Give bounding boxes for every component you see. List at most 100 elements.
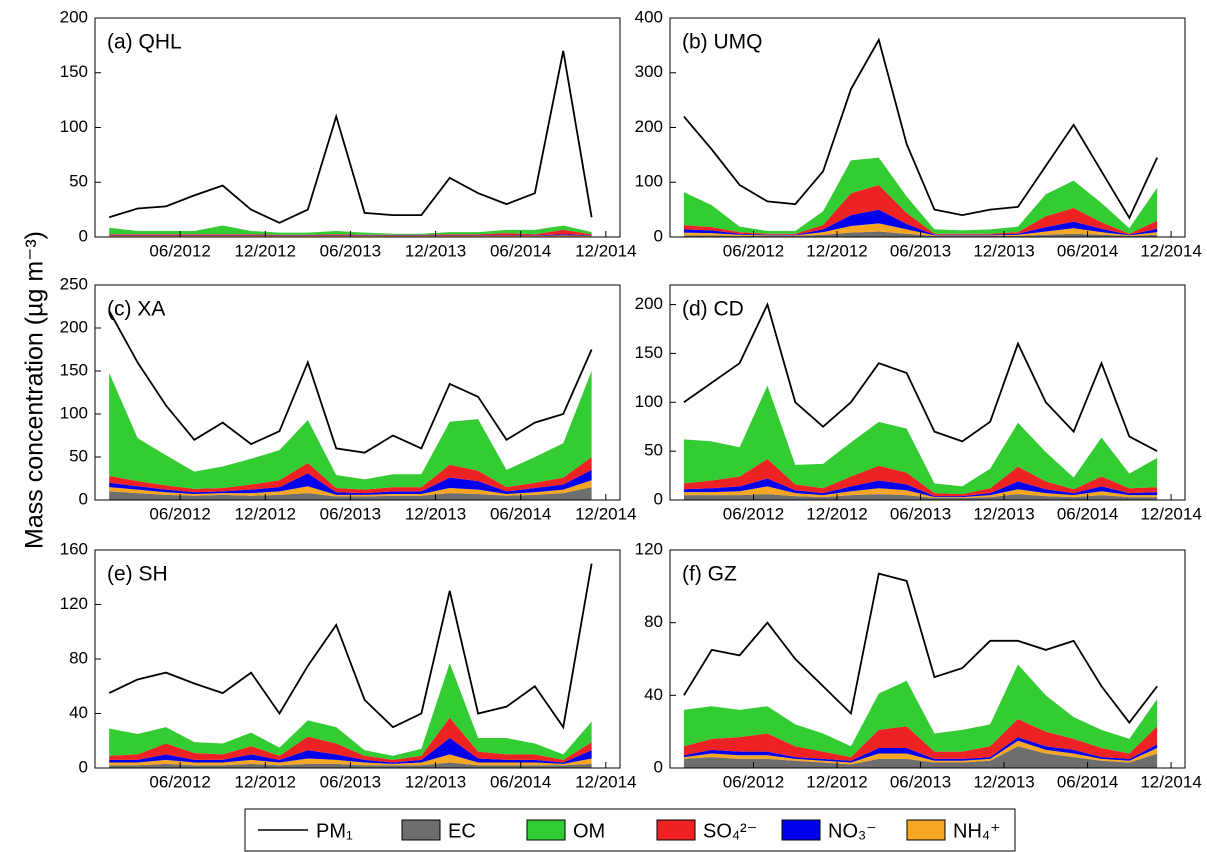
x-tick-label: 12/2012	[235, 772, 296, 791]
y-axis-label: Mass concentration (µg m⁻³)	[21, 231, 49, 549]
x-tick-label: 12/2013	[405, 504, 466, 523]
stacked-area	[683, 478, 1158, 498]
x-tick-label: 06/2012	[149, 504, 210, 523]
stacked-area	[683, 231, 1158, 237]
y-tick-label: 160	[60, 539, 88, 558]
x-tick-label: 12/2012	[806, 504, 867, 523]
axes-box	[94, 284, 621, 501]
y-tick-label: 0	[79, 489, 88, 508]
stacked-area	[109, 371, 592, 490]
legend-label: NH₄⁺	[953, 820, 1001, 842]
x-tick-label: 12/2013	[973, 772, 1034, 791]
x-tick-label: 12/2013	[405, 241, 466, 260]
x-tick-label: 12/2014	[1140, 504, 1201, 523]
y-tick-label: 120	[60, 594, 88, 613]
plot-area	[683, 572, 1158, 768]
panel: 0 40 80 120 06/2012 12/2012 06/2013 12/2013 06/2…	[635, 539, 1202, 791]
panel-title: (f) GZ	[682, 563, 737, 586]
x-tick-label: 06/2012	[723, 241, 784, 260]
y-tick-label: 0	[79, 226, 88, 245]
stacked-area	[109, 229, 592, 236]
y-tick-label: 150	[60, 62, 88, 81]
stacked-area	[109, 663, 592, 760]
y-tick-label: 300	[635, 62, 663, 81]
x-tick-label: 06/2012	[149, 772, 210, 791]
panel: 0 40 80 120 160 06/2012 12/2012 06/2013 12/2013 0…	[60, 539, 637, 791]
y-tick-label: 200	[635, 117, 663, 136]
legend-box	[244, 808, 1016, 852]
legend-swatch	[526, 819, 566, 841]
x-tick-label: 06/2013	[320, 504, 381, 523]
stacked-area	[683, 740, 1158, 765]
y-tick-label: 40	[644, 685, 663, 704]
axes-box	[669, 549, 1186, 769]
panel: 0 50 100 150 200 06/2012 12/2012 06/2013 12/2013…	[60, 7, 637, 260]
x-tick-label: 12/2012	[235, 504, 296, 523]
y-tick-label: 80	[69, 648, 88, 667]
stacked-area	[683, 664, 1158, 758]
stacked-area	[683, 184, 1158, 235]
x-tick-label: 12/2013	[405, 772, 466, 791]
panel-title: (e) SH	[107, 563, 168, 586]
stacked-area	[683, 157, 1158, 234]
legend-label: NO₃⁻	[828, 820, 877, 842]
panel: 0 50 100 150 200 250 06/2012 12/2012 06/2013 12/2…	[60, 274, 637, 523]
pm1-line	[683, 302, 1158, 452]
y-tick-label: 0	[79, 757, 88, 776]
panel-title: (c) XA	[107, 298, 165, 321]
pm1-line	[683, 572, 1158, 725]
stacked-area	[109, 487, 592, 500]
x-tick-label: 06/2012	[723, 504, 784, 523]
legend-swatch	[906, 819, 946, 841]
panel: 0 50 100 150 200 06/2012 12/2012 06/2013 12/2013…	[635, 284, 1202, 523]
stacked-area	[683, 737, 1158, 763]
y-tick-label: 50	[69, 172, 88, 191]
stacked-area	[683, 718, 1158, 761]
legend-label: PM₁	[316, 820, 353, 842]
x-tick-label: 12/2014	[575, 504, 636, 523]
y-tick-label: 0	[654, 226, 663, 245]
y-tick-label: 120	[635, 539, 663, 558]
plot-area	[108, 310, 593, 500]
y-tick-label: 200	[60, 317, 88, 336]
y-tick-label: 50	[69, 446, 88, 465]
pm1-line	[108, 50, 593, 224]
stacked-area	[109, 754, 592, 766]
x-tick-label: 06/2013	[890, 772, 951, 791]
x-tick-label: 12/2014	[575, 241, 636, 260]
stacked-area	[683, 385, 1158, 495]
legend-label: SO₄²⁻	[703, 820, 757, 842]
y-tick-label: 100	[635, 392, 663, 411]
plot-area	[108, 563, 593, 768]
panel-title: (d) CD	[682, 298, 744, 321]
y-tick-label: 50	[644, 441, 663, 460]
y-tick-label: 250	[60, 274, 88, 293]
stacked-area	[109, 234, 592, 236]
x-tick-label: 06/2012	[149, 241, 210, 260]
panel-title: (b) UMQ	[682, 31, 763, 54]
stacked-area	[109, 480, 592, 497]
y-tick-label: 200	[635, 294, 663, 313]
stacked-area	[109, 738, 592, 764]
x-tick-label: 06/2012	[723, 772, 784, 791]
x-tick-label: 12/2013	[973, 504, 1034, 523]
pm1-line	[683, 37, 1158, 220]
x-tick-label: 06/2014	[490, 241, 551, 260]
panel-title: (a) QHL	[107, 31, 182, 54]
x-tick-label: 06/2013	[890, 241, 951, 260]
x-tick-label: 12/2014	[1140, 772, 1201, 791]
x-tick-label: 12/2014	[575, 772, 636, 791]
y-tick-label: 0	[654, 757, 663, 776]
legend-swatch	[656, 819, 696, 841]
pm1-line	[108, 563, 593, 730]
y-tick-label: 150	[60, 360, 88, 379]
x-tick-label: 06/2014	[1057, 504, 1118, 523]
stacked-area	[683, 486, 1158, 499]
panel: 0 100 200 300 400 06/2012 12/2012 06/2013 12/201…	[635, 7, 1202, 260]
legend-label: OM	[573, 820, 605, 842]
stacked-area	[683, 458, 1158, 497]
y-tick-label: 100	[635, 172, 663, 191]
x-tick-label: 12/2012	[235, 241, 296, 260]
plot-area	[683, 37, 1158, 237]
